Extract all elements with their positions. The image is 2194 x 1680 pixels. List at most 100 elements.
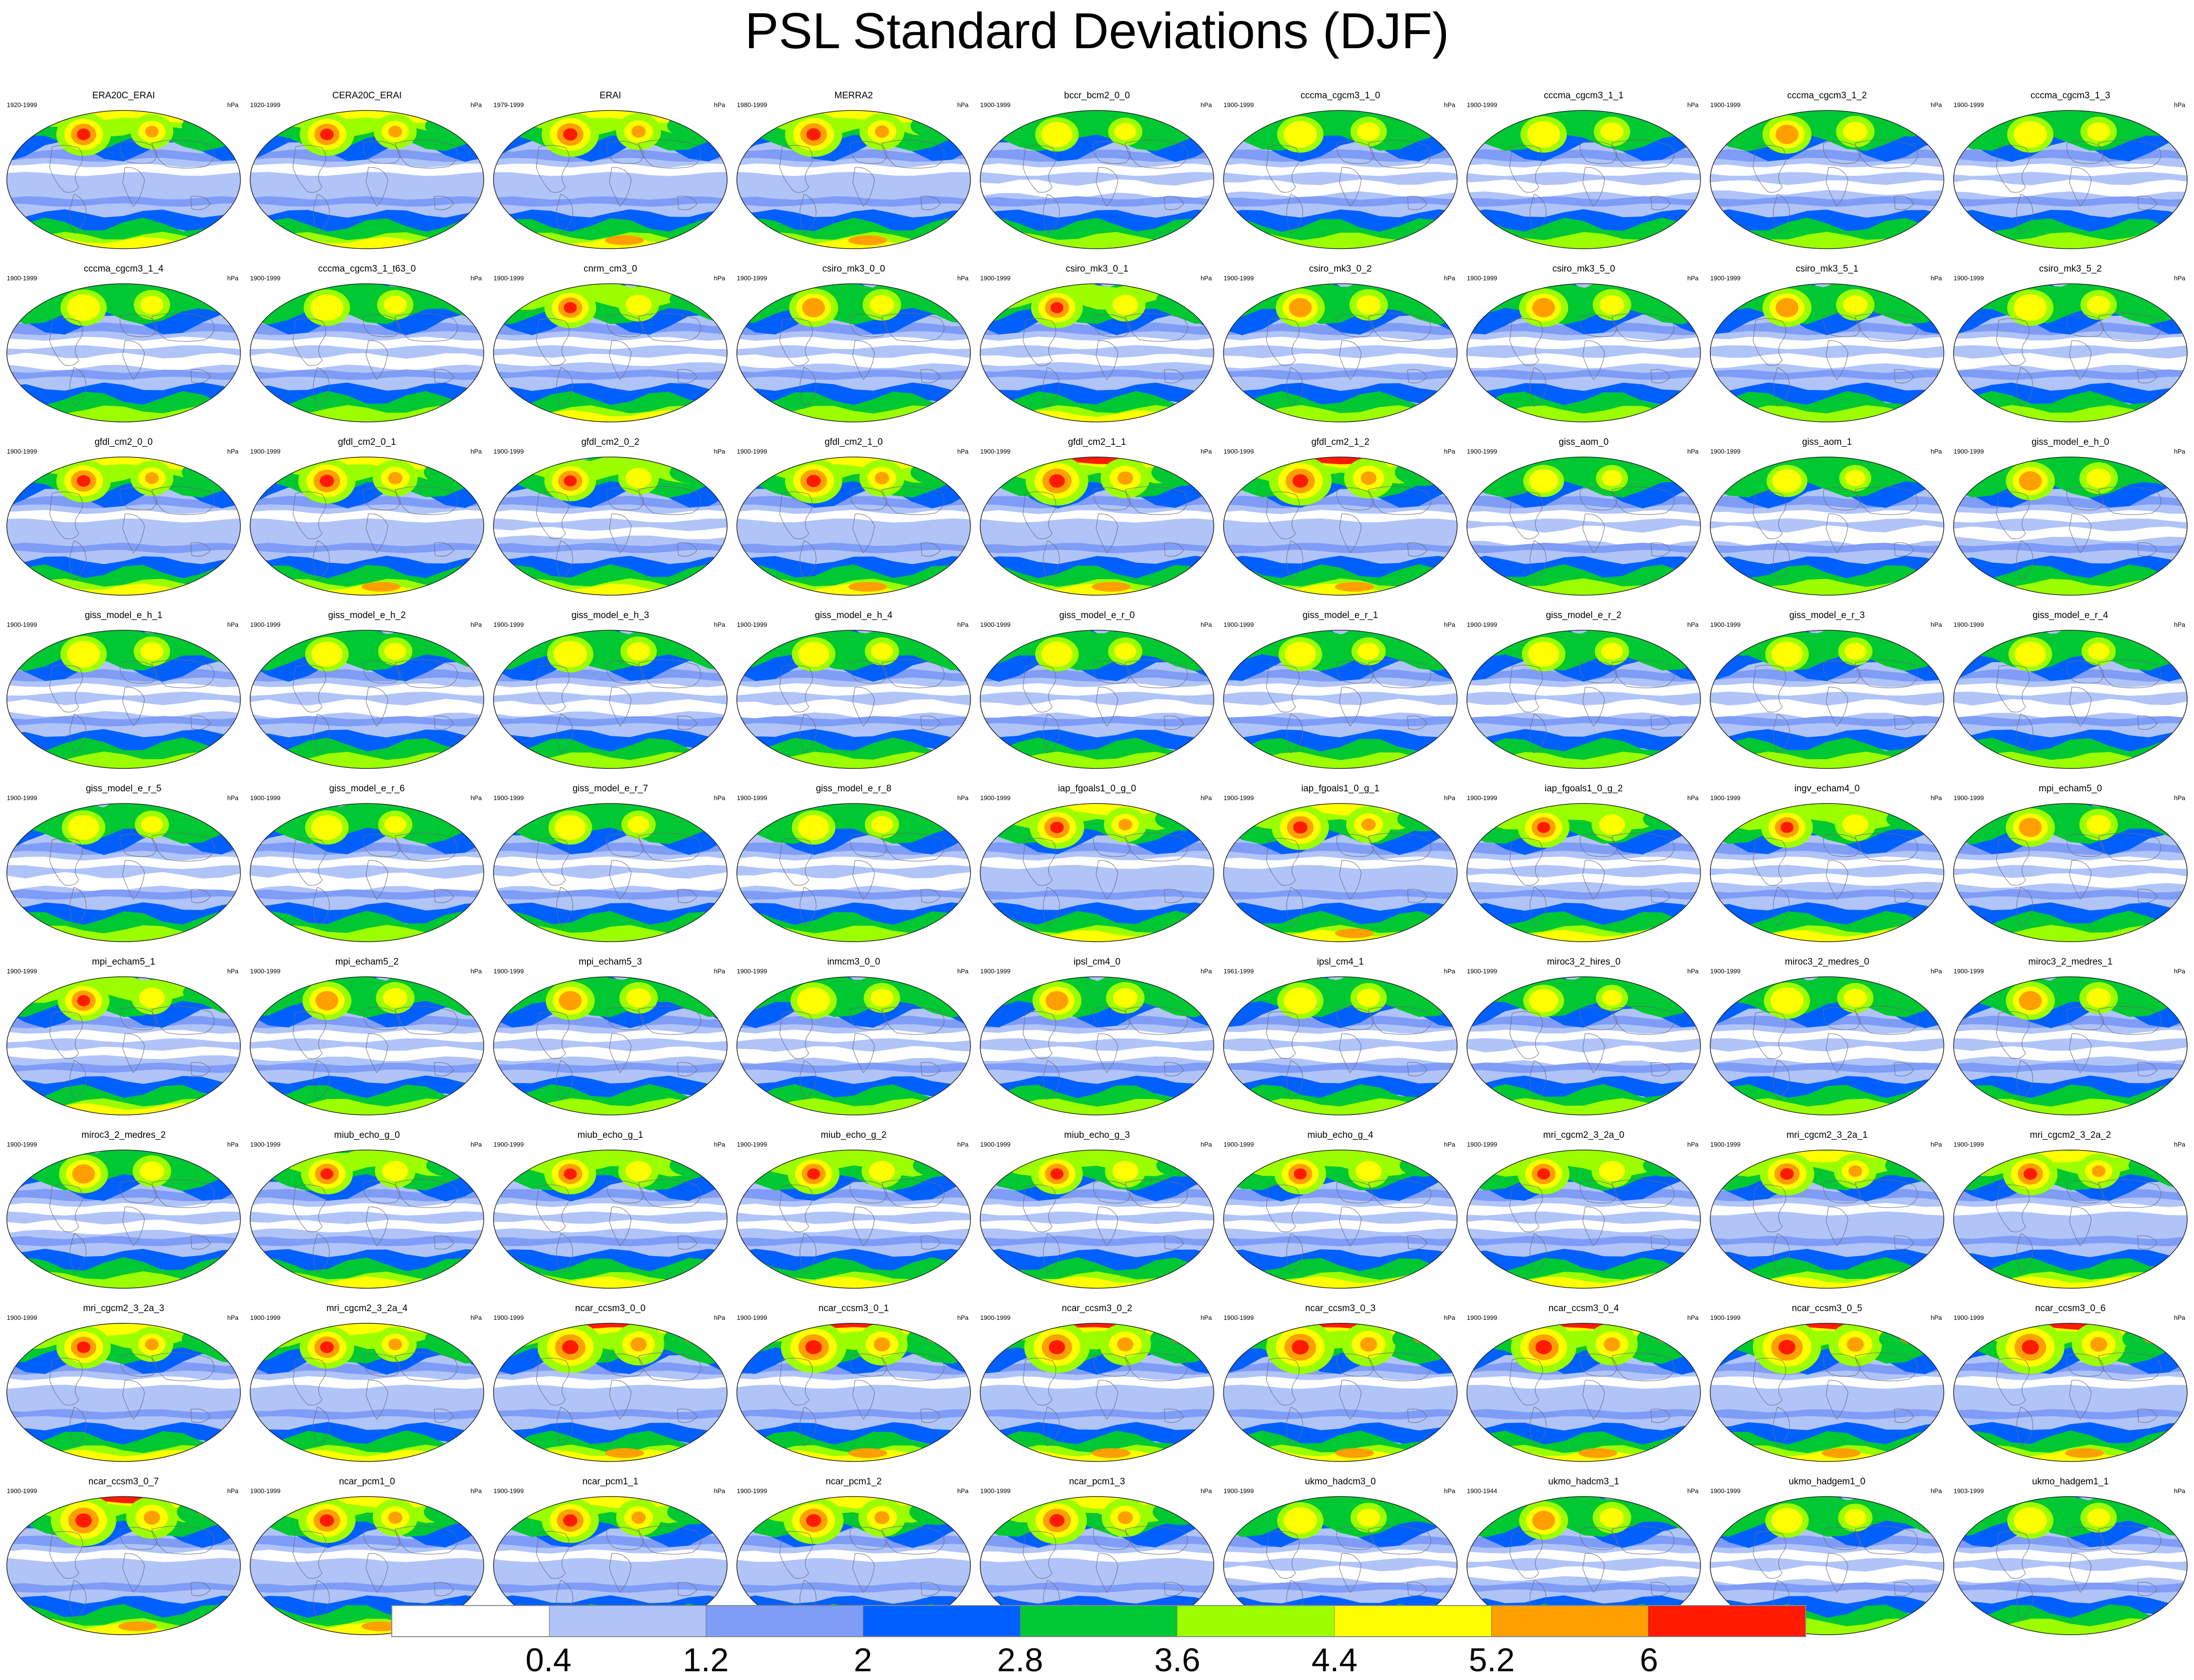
panel-title: giss_model_e_r_4 — [2032, 610, 2108, 621]
panel-unit: hPa — [1687, 101, 1699, 109]
map-field — [250, 976, 484, 1115]
map-panel: giss_model_e_r_2 1900-1999 hPa — [1462, 610, 1705, 781]
panel-unit: hPa — [1930, 448, 1942, 455]
map-panel: cccma_cgcm3_1_t63_0 1900-1999 hPa — [245, 264, 489, 434]
colorbar-box — [706, 1606, 864, 1636]
panel-years: 1900-1999 — [250, 968, 281, 975]
panel-years: 1900-1999 — [980, 621, 1011, 628]
map-panel: ncar_ccsm3_0_3 1900-1999 hPa — [1219, 1303, 1462, 1474]
map-panel: miub_echo_g_4 1900-1999 hPa — [1219, 1130, 1462, 1300]
panel-years: 1900-1999 — [1467, 274, 1498, 282]
panel-title: mpi_echam5_0 — [2039, 784, 2102, 794]
panel-title: miroc3_2_hires_0 — [1547, 957, 1621, 967]
colorbar-tick-label: 1.2 — [682, 1642, 729, 1679]
map-panel: cccma_cgcm3_1_0 1900-1999 hPa — [1219, 91, 1462, 261]
map-field — [1953, 630, 2188, 769]
panel-unit: hPa — [1930, 794, 1942, 802]
map-field — [1466, 976, 1701, 1115]
panel-title: cnrm_cm3_0 — [584, 264, 637, 274]
panel-unit: hPa — [1444, 448, 1455, 455]
map-field — [250, 1323, 484, 1462]
map-panel: ukmo_hadgem1_1 1903-1999 hPa — [1949, 1477, 2192, 1647]
map-field — [6, 803, 241, 942]
panel-title: ncar_pcm1_2 — [825, 1477, 882, 1487]
map-panel: cccma_cgcm3_1_4 1900-1999 hPa — [2, 264, 245, 434]
panel-title: mri_cgcm2_3_2a_1 — [1786, 1130, 1868, 1140]
panel-years: 1900-1999 — [494, 448, 524, 455]
panel-unit: hPa — [1444, 101, 1455, 109]
map-panel: gfdl_cm2_0_1 1900-1999 hPa — [245, 437, 489, 607]
panel-title: ncar_ccsm3_0_1 — [818, 1303, 889, 1314]
panel-unit: hPa — [470, 1141, 482, 1148]
panel-years: 1900-1999 — [1467, 794, 1498, 802]
map-panel: giss_aom_0 1900-1999 hPa — [1462, 437, 1705, 607]
map-field — [6, 630, 241, 769]
panel-title: ncar_pcm1_1 — [582, 1477, 639, 1487]
panel-title: csiro_mk3_5_2 — [2039, 264, 2102, 274]
map-panel: giss_model_e_r_4 1900-1999 hPa — [1949, 610, 2192, 781]
map-field — [1466, 1150, 1701, 1289]
colorbar-boxes — [391, 1605, 1806, 1637]
map-field — [6, 1150, 241, 1289]
colorbar-box — [1335, 1606, 1492, 1636]
map-field — [6, 976, 241, 1115]
panel-years: 1900-1999 — [7, 794, 37, 802]
map-panel: miub_echo_g_0 1900-1999 hPa — [245, 1130, 489, 1300]
panel-years: 1900-1999 — [494, 1141, 524, 1148]
map-panel: ncar_ccsm3_0_6 1900-1999 hPa — [1949, 1303, 2192, 1474]
panel-unit: hPa — [470, 448, 482, 455]
panel-unit: hPa — [1200, 794, 1212, 802]
map-panel: ncar_ccsm3_0_5 1900-1999 hPa — [1705, 1303, 1949, 1474]
panel-title: giss_model_e_h_0 — [2031, 437, 2109, 447]
map-field — [1710, 283, 1944, 422]
panel-unit: hPa — [470, 794, 482, 802]
map-field — [493, 1150, 728, 1289]
panel-unit: hPa — [1687, 794, 1699, 802]
panel-unit: hPa — [2174, 1141, 2185, 1148]
panel-title: miub_echo_g_4 — [1307, 1130, 1373, 1140]
colorbar-box — [1491, 1606, 1649, 1636]
map-panel: ingv_echam4_0 1900-1999 hPa — [1705, 784, 1949, 954]
map-field — [1710, 1323, 1944, 1462]
panel-years: 1900-1999 — [494, 1314, 524, 1321]
panel-unit: hPa — [713, 1314, 725, 1321]
panel-unit: hPa — [957, 1314, 969, 1321]
colorbar-box — [1020, 1606, 1178, 1636]
panel-years: 1900-1999 — [980, 101, 1011, 109]
colorbar-tick-label: 2 — [854, 1642, 872, 1679]
map-panel: mri_cgcm2_3_2a_0 1900-1999 hPa — [1462, 1130, 1705, 1300]
panel-unit: hPa — [1200, 621, 1212, 628]
panel-years: 1920-1999 — [250, 101, 281, 109]
map-panel: MERRA2 1980-1999 hPa — [732, 91, 975, 261]
panel-years: 1900-1999 — [7, 274, 37, 282]
colorbar-tick-label: 3.6 — [1154, 1642, 1201, 1679]
map-field — [1466, 1323, 1701, 1462]
panel-title: giss_model_e_h_1 — [85, 610, 163, 621]
panel-unit: hPa — [713, 448, 725, 455]
map-field — [1710, 803, 1944, 942]
map-field — [736, 976, 971, 1115]
panel-title: giss_model_e_r_5 — [86, 784, 162, 794]
panel-years: 1900-1999 — [980, 274, 1011, 282]
map-field — [736, 110, 971, 249]
panel-years: 1900-1999 — [1954, 1141, 1984, 1148]
map-panel: gfdl_cm2_0_2 1900-1999 hPa — [489, 437, 732, 607]
panel-years: 1900-1999 — [1224, 448, 1254, 455]
panel-years: 1900-1999 — [1224, 101, 1254, 109]
panel-title: miub_echo_g_3 — [1064, 1130, 1130, 1140]
panel-unit: hPa — [1200, 448, 1212, 455]
panel-unit: hPa — [1930, 1141, 1942, 1148]
panel-title: miroc3_2_medres_2 — [81, 1130, 166, 1140]
panel-unit: hPa — [1930, 968, 1942, 975]
panel-title: ncar_ccsm3_0_4 — [1548, 1303, 1619, 1314]
panel-title: ukmo_hadgem1_0 — [1789, 1477, 1865, 1487]
panel-years: 1900-1999 — [494, 621, 524, 628]
map-panel: cccma_cgcm3_1_3 1900-1999 hPa — [1949, 91, 2192, 261]
panel-title: miub_echo_g_1 — [577, 1130, 643, 1140]
panel-unit: hPa — [227, 1487, 238, 1495]
chart-title: PSL Standard Deviations (DJF) — [745, 3, 1449, 59]
panel-years: 1900-1999 — [250, 1314, 281, 1321]
panel-title: miroc3_2_medres_0 — [1785, 957, 1869, 967]
map-field — [980, 803, 1214, 942]
panel-years: 1900-1999 — [250, 1487, 281, 1495]
